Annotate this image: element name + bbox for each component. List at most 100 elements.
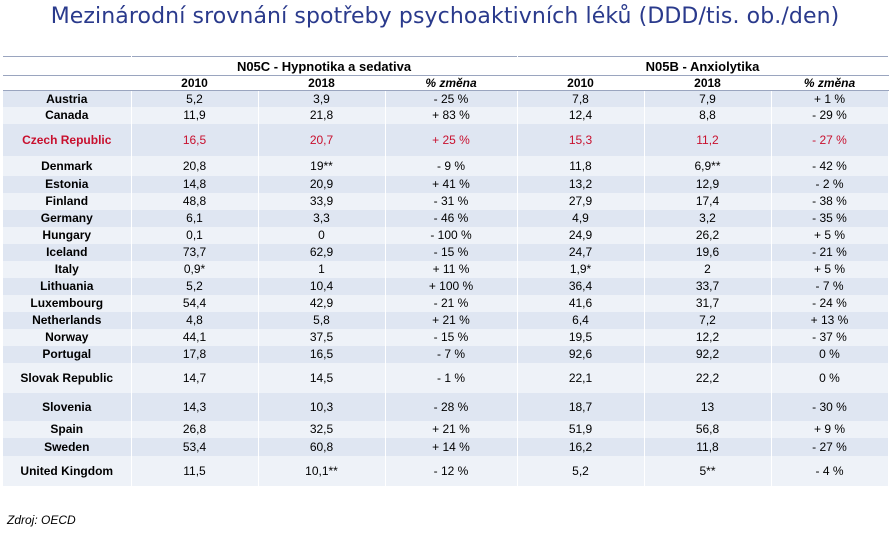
value-2018-n05b: 56,8 (644, 420, 772, 438)
table-row: Spain 26,8 32,5 + 21 % 51,9 56,8 + 9 % (3, 420, 889, 438)
change-n05c: + 21 % (385, 311, 518, 329)
table-row: Czech Republic 16,5 20,7 + 25 % 15,3 11,2- 27… (3, 123, 889, 156)
value-2010-n05c: 6,1 (131, 209, 259, 227)
country-cell: Sweden (3, 437, 132, 456)
table-row: Portugal 17,8 16,5- 7 % 92,6 92,2 0 % (3, 345, 889, 363)
value-2010-n05b: 16,2 (516, 437, 645, 456)
header-blank (3, 75, 132, 91)
value-2018-n05c: 0 (258, 226, 386, 244)
table-row: Slovenia 14,3 10,3- 28 % 18,7 13- 30 % (3, 392, 889, 421)
value-2018-n05c: 3,9 (258, 90, 386, 107)
value-2018-n05b: 5** (644, 455, 772, 486)
col-header-2018: 2018 (258, 75, 386, 91)
value-2010-n05b: 41,6 (516, 294, 645, 312)
country-cell: Spain (3, 420, 132, 438)
value-2010-n05c: 0,1 (131, 226, 259, 244)
value-2010-n05b: 24,9 (516, 226, 645, 244)
value-2010-n05b: 18,7 (516, 392, 645, 421)
value-2018-n05b: 31,7 (644, 294, 772, 312)
value-2010-n05c: 17,8 (131, 345, 259, 363)
value-2018-n05b: 3,2 (644, 209, 772, 227)
table-row: United Kingdom 11,5 10,1** - 12 % 5,2 5** - 4 … (3, 455, 889, 486)
value-2010-n05b: 13,2 (516, 175, 645, 193)
value-2010-n05b: 7,8 (516, 90, 645, 107)
value-2010-n05c: 5,2 (131, 90, 259, 107)
value-2018-n05c: 42,9 (258, 294, 386, 312)
table-row: Denmark 20,8 19** - 9 % 11,8 6,9** - 42 % (3, 155, 889, 176)
value-2010-n05b: 4,9 (516, 209, 645, 227)
value-2018-n05c: 37,5 (258, 328, 386, 346)
value-2018-n05c: 16,5 (258, 345, 386, 363)
col-header-2010: 2010 (131, 75, 259, 91)
value-2018-n05c: 33,9 (258, 192, 386, 210)
col-header-2018: 2018 (644, 75, 772, 91)
change-n05b: - 4 % (771, 455, 889, 486)
change-n05c: - 28 % (385, 392, 518, 421)
change-n05b: + 5 % (771, 260, 889, 278)
header-blank (3, 56, 132, 76)
table-row: Hungary 0,1 0- 100 % 24,9 26,2 + 5 % (3, 226, 889, 244)
change-n05b: - 27 % (771, 437, 889, 456)
consumption-table: N05C - Hypnotika a sedativa N05B - Anxio… (3, 56, 889, 486)
value-2018-n05c: 10,1** (258, 455, 386, 486)
change-n05b: - 37 % (771, 328, 889, 346)
country-cell: Netherlands (3, 311, 132, 329)
value-2010-n05b: 27,9 (516, 192, 645, 210)
country-cell: Denmark (3, 155, 132, 176)
table-row: Estonia 14,8 20,9 + 41 % 13,2 12,9- 2 % (3, 175, 889, 193)
value-2018-n05b: 7,9 (644, 90, 772, 107)
table-row: Netherlands 4,8 5,8 + 21 % 6,4 7,2 + 13 % (3, 311, 889, 329)
change-n05c: - 100 % (385, 226, 518, 244)
table-row: Canada 11,9 21,8 + 83 % 12,4 8,8- 29 % (3, 106, 889, 124)
value-2010-n05c: 73,7 (131, 243, 259, 261)
value-2018-n05c: 14,5 (258, 362, 386, 393)
value-2018-n05c: 20,9 (258, 175, 386, 193)
value-2018-n05b: 12,9 (644, 175, 772, 193)
value-2010-n05c: 54,4 (131, 294, 259, 312)
table-body: Austria 5,2 3,9- 25 % 7,8 7,9 + 1 % Canada 11,9… (3, 90, 889, 486)
value-2018-n05b: 11,2 (644, 123, 772, 156)
change-n05b: - 24 % (771, 294, 889, 312)
change-n05c: + 11 % (385, 260, 518, 278)
change-n05c: - 12 % (385, 455, 518, 486)
change-n05b: - 21 % (771, 243, 889, 261)
table-row: Austria 5,2 3,9- 25 % 7,8 7,9 + 1 % (3, 90, 889, 107)
value-2010-n05c: 11,9 (131, 106, 259, 124)
table-row: Slovak Republic 14,7 14,5- 1 % 22,1 22,2 0 % (3, 362, 889, 393)
value-2018-n05c: 19** (258, 155, 386, 176)
country-cell: United Kingdom (3, 455, 132, 486)
change-n05c: - 46 % (385, 209, 518, 227)
value-2018-n05b: 7,2 (644, 311, 772, 329)
country-cell: Italy (3, 260, 132, 278)
table-row: Germany 6,1 3,3- 46 % 4,9 3,2- 35 % (3, 209, 889, 227)
change-n05b: - 7 % (771, 277, 889, 295)
value-2018-n05b: 8,8 (644, 106, 772, 124)
change-n05c: - 25 % (385, 90, 518, 107)
value-2010-n05c: 11,5 (131, 455, 259, 486)
country-cell: Finland (3, 192, 132, 210)
change-n05b: + 5 % (771, 226, 889, 244)
value-2018-n05b: 17,4 (644, 192, 772, 210)
change-n05b: 0 % (771, 362, 889, 393)
table-row: Norway 44,1 37,5- 15 % 19,5 12,2- 37 % (3, 328, 889, 346)
change-n05c: + 25 % (385, 123, 518, 156)
value-2018-n05c: 3,3 (258, 209, 386, 227)
value-2010-n05b: 5,2 (516, 455, 645, 486)
group-header-row: N05C - Hypnotika a sedativa N05B - Anxio… (3, 56, 889, 76)
change-n05c: - 1 % (385, 362, 518, 393)
value-2010-n05b: 24,7 (516, 243, 645, 261)
value-2010-n05b: 19,5 (516, 328, 645, 346)
change-n05c: - 15 % (385, 243, 518, 261)
change-n05c: - 7 % (385, 345, 518, 363)
value-2018-n05b: 33,7 (644, 277, 772, 295)
change-n05b: - 38 % (771, 192, 889, 210)
value-2010-n05b: 12,4 (516, 106, 645, 124)
page-title: Mezinárodní srovnání spotřeby psychoakti… (50, 4, 840, 29)
change-n05c: + 41 % (385, 175, 518, 193)
value-2018-n05c: 20,7 (258, 123, 386, 156)
value-2018-n05c: 32,5 (258, 420, 386, 438)
country-cell: Canada (3, 106, 132, 124)
change-n05c: + 14 % (385, 437, 518, 456)
value-2010-n05c: 5,2 (131, 277, 259, 295)
country-cell: Slovak Republic (3, 362, 132, 393)
